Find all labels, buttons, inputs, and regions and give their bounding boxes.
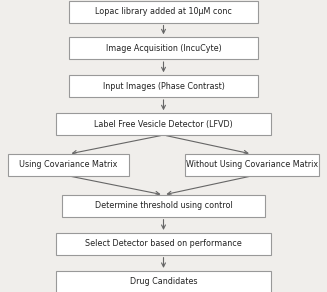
FancyBboxPatch shape (185, 154, 319, 176)
FancyBboxPatch shape (56, 113, 271, 135)
Text: Using Covariance Matrix: Using Covariance Matrix (20, 161, 118, 169)
FancyBboxPatch shape (69, 75, 258, 97)
Text: Select Detector based on performance: Select Detector based on performance (85, 239, 242, 248)
FancyBboxPatch shape (8, 154, 129, 176)
Text: Determine threshold using control: Determine threshold using control (95, 201, 232, 210)
Text: Drug Candidates: Drug Candidates (130, 277, 197, 286)
FancyBboxPatch shape (69, 37, 258, 59)
FancyBboxPatch shape (69, 1, 258, 23)
FancyBboxPatch shape (56, 233, 271, 255)
Text: Input Images (Phase Contrast): Input Images (Phase Contrast) (103, 82, 224, 91)
Text: Image Acquisition (IncuCyte): Image Acquisition (IncuCyte) (106, 44, 221, 53)
FancyBboxPatch shape (62, 195, 265, 217)
Text: Label Free Vesicle Detector (LFVD): Label Free Vesicle Detector (LFVD) (94, 120, 233, 128)
Text: Without Using Covariance Matrix: Without Using Covariance Matrix (186, 161, 318, 169)
FancyBboxPatch shape (56, 271, 271, 292)
Text: Lopac library added at 10µM conc: Lopac library added at 10µM conc (95, 7, 232, 16)
